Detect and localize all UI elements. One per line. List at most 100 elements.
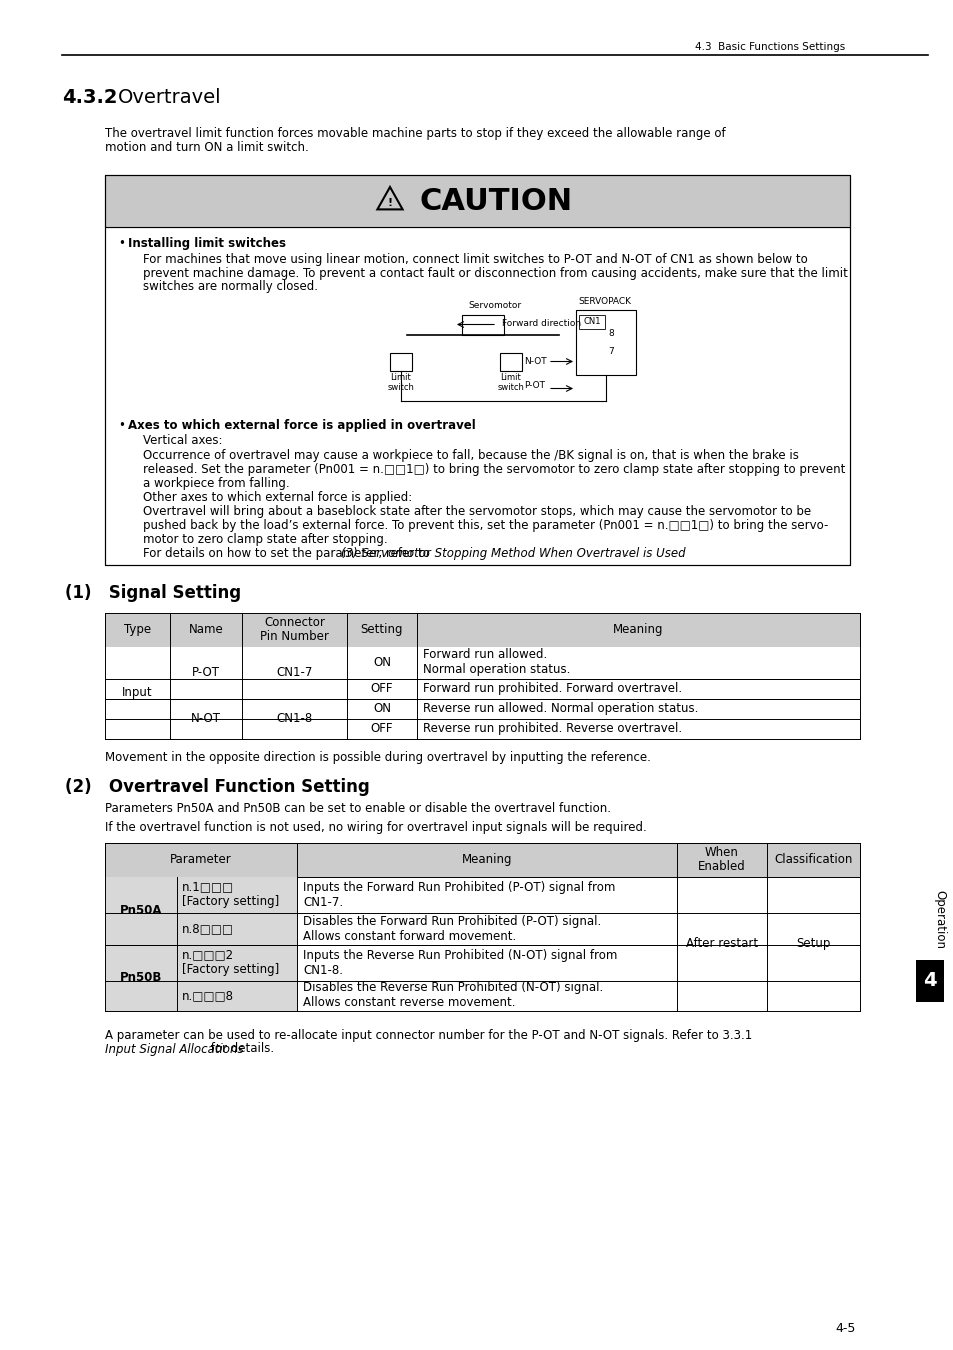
Text: The overtravel limit function forces movable machine parts to stop if they excee: The overtravel limit function forces mov… (105, 127, 725, 140)
Text: switches are normally closed.: switches are normally closed. (143, 279, 317, 293)
Text: Setup: Setup (796, 937, 830, 950)
Text: Overtravel: Overtravel (118, 88, 221, 107)
Text: prevent machine damage. To prevent a contact fault or disconnection from causing: prevent machine damage. To prevent a con… (143, 266, 847, 279)
Bar (578, 315, 604, 328)
Text: (1)   Signal Setting: (1) Signal Setting (65, 585, 241, 602)
Text: Parameter: Parameter (170, 853, 232, 865)
Text: Setting: Setting (360, 622, 403, 636)
Text: Disables the Reverse Run Prohibited (N-OT) signal.
Allows constant reverse movem: Disables the Reverse Run Prohibited (N-O… (303, 981, 602, 1010)
Text: OFF: OFF (371, 682, 393, 695)
Bar (177, 980, 296, 1011)
Text: Name: Name (189, 622, 223, 636)
Text: Forward run prohibited. Forward overtravel.: Forward run prohibited. Forward overtrav… (422, 682, 681, 695)
Text: Inputs the Reverse Run Prohibited (N-OT) signal from
CN1-8.: Inputs the Reverse Run Prohibited (N-OT)… (303, 949, 617, 976)
Text: Operation: Operation (933, 891, 945, 949)
Text: released. Set the parameter (Pn001 = n.□□1□) to bring the servomotor to zero cla: released. Set the parameter (Pn001 = n.□… (143, 463, 844, 475)
Text: n.8□□□: n.8□□□ (182, 922, 233, 936)
Text: After restart: After restart (685, 937, 758, 950)
Text: OFF: OFF (371, 722, 393, 734)
Text: 7: 7 (607, 347, 613, 356)
Text: For machines that move using linear motion, connect limit switches to P-OT and N: For machines that move using linear moti… (143, 252, 807, 266)
Text: Axes to which external force is applied in overtravel: Axes to which external force is applied … (128, 418, 476, 432)
Text: (2)   Overtravel Function Setting: (2) Overtravel Function Setting (65, 779, 370, 796)
Text: Inputs the Forward Run Prohibited (P-OT) signal from
CN1-7.: Inputs the Forward Run Prohibited (P-OT)… (303, 880, 615, 909)
Text: N-OT: N-OT (191, 711, 221, 725)
Bar (576, 309, 636, 374)
Bar (105, 698, 859, 718)
Bar (105, 980, 177, 1011)
Text: 4.3.2: 4.3.2 (62, 88, 117, 107)
Text: Input Signal Allocations: Input Signal Allocations (105, 1042, 243, 1056)
Text: Other axes to which external force is applied:: Other axes to which external force is ap… (143, 490, 412, 504)
Text: CN1: CN1 (582, 317, 600, 325)
Text: 4.3  Basic Functions Settings: 4.3 Basic Functions Settings (695, 42, 844, 53)
Bar (105, 613, 859, 647)
Text: Reverse run prohibited. Reverse overtravel.: Reverse run prohibited. Reverse overtrav… (422, 722, 681, 734)
Text: When
Enabled: When Enabled (698, 845, 745, 873)
Text: n.□□□2
[Factory setting]: n.□□□2 [Factory setting] (182, 949, 279, 976)
Bar (105, 842, 859, 876)
Text: CN1-8: CN1-8 (276, 711, 313, 725)
Bar (499, 352, 521, 370)
Text: Type: Type (124, 622, 151, 636)
Bar (105, 176, 849, 227)
Text: CN1-7: CN1-7 (276, 666, 313, 679)
Text: a workpiece from falling.: a workpiece from falling. (143, 477, 290, 490)
Bar (177, 945, 296, 980)
Bar (177, 913, 296, 945)
Bar (105, 176, 849, 564)
Text: n.□□□8: n.□□□8 (182, 990, 233, 1002)
Text: motor to zero clamp state after stopping.: motor to zero clamp state after stopping… (143, 532, 387, 545)
Text: •: • (118, 418, 125, 432)
Text: For details on how to set the parameter, refer to: For details on how to set the parameter,… (143, 547, 434, 559)
Text: A parameter can be used to re-allocate input connector number for the P-OT and N: A parameter can be used to re-allocate i… (105, 1029, 752, 1041)
Text: 8: 8 (607, 329, 613, 339)
Text: N-OT: N-OT (523, 356, 546, 366)
Text: •: • (118, 238, 125, 250)
Bar (177, 876, 296, 913)
Bar (105, 679, 859, 698)
Text: Pn50B: Pn50B (120, 971, 162, 984)
Bar (105, 647, 859, 679)
Text: Vertical axes:: Vertical axes: (143, 435, 222, 447)
Text: 4: 4 (923, 972, 936, 991)
Bar (915, 960, 943, 1002)
Text: CAUTION: CAUTION (419, 186, 573, 216)
Text: 4-5: 4-5 (834, 1322, 855, 1335)
Text: pushed back by the load’s external force. To prevent this, set the parameter (Pn: pushed back by the load’s external force… (143, 518, 827, 532)
Text: P-OT: P-OT (523, 382, 544, 390)
Bar (105, 945, 177, 980)
Text: ON: ON (373, 656, 391, 670)
Text: If the overtravel function is not used, no wiring for overtravel input signals w: If the overtravel function is not used, … (105, 821, 646, 833)
Text: Disables the Forward Run Prohibited (P-OT) signal.
Allows constant forward movem: Disables the Forward Run Prohibited (P-O… (303, 914, 600, 942)
Text: ON: ON (373, 702, 391, 716)
Text: .: . (624, 547, 628, 559)
Text: (3) Servomotor Stopping Method When Overtravel is Used: (3) Servomotor Stopping Method When Over… (340, 547, 685, 559)
Text: Parameters Pn50A and Pn50B can be set to enable or disable the overtravel functi: Parameters Pn50A and Pn50B can be set to… (105, 802, 610, 815)
Bar (390, 352, 412, 370)
Bar (461, 315, 503, 335)
Text: Meaning: Meaning (461, 853, 512, 865)
Text: Overtravel will bring about a baseblock state after the servomotor stops, which : Overtravel will bring about a baseblock … (143, 505, 810, 517)
Text: Meaning: Meaning (613, 622, 663, 636)
Text: Pn50A: Pn50A (120, 904, 162, 917)
Text: Input: Input (122, 686, 152, 699)
Text: Limit
switch: Limit switch (387, 373, 414, 391)
Text: Forward direction: Forward direction (501, 320, 580, 328)
Text: Installing limit switches: Installing limit switches (128, 238, 286, 250)
Text: Classification: Classification (774, 853, 852, 865)
Text: Connector
Pin Number: Connector Pin Number (260, 616, 329, 644)
Text: n.1□□□
[Factory setting]: n.1□□□ [Factory setting] (182, 880, 279, 909)
Bar (105, 913, 177, 945)
Text: for details.: for details. (207, 1042, 274, 1056)
Bar (105, 227, 849, 564)
Text: Servomotor: Servomotor (468, 301, 520, 310)
Text: Movement in the opposite direction is possible during overtravel by inputting th: Movement in the opposite direction is po… (105, 751, 650, 764)
Bar (105, 876, 177, 913)
Text: SERVOPACK: SERVOPACK (578, 297, 630, 305)
Text: P-OT: P-OT (192, 666, 220, 679)
Text: !: ! (387, 198, 392, 208)
Text: Forward run allowed.
Normal operation status.: Forward run allowed. Normal operation st… (422, 648, 570, 676)
Text: Occurrence of overtravel may cause a workpiece to fall, because the /BK signal i: Occurrence of overtravel may cause a wor… (143, 448, 798, 462)
Text: motion and turn ON a limit switch.: motion and turn ON a limit switch. (105, 140, 309, 154)
